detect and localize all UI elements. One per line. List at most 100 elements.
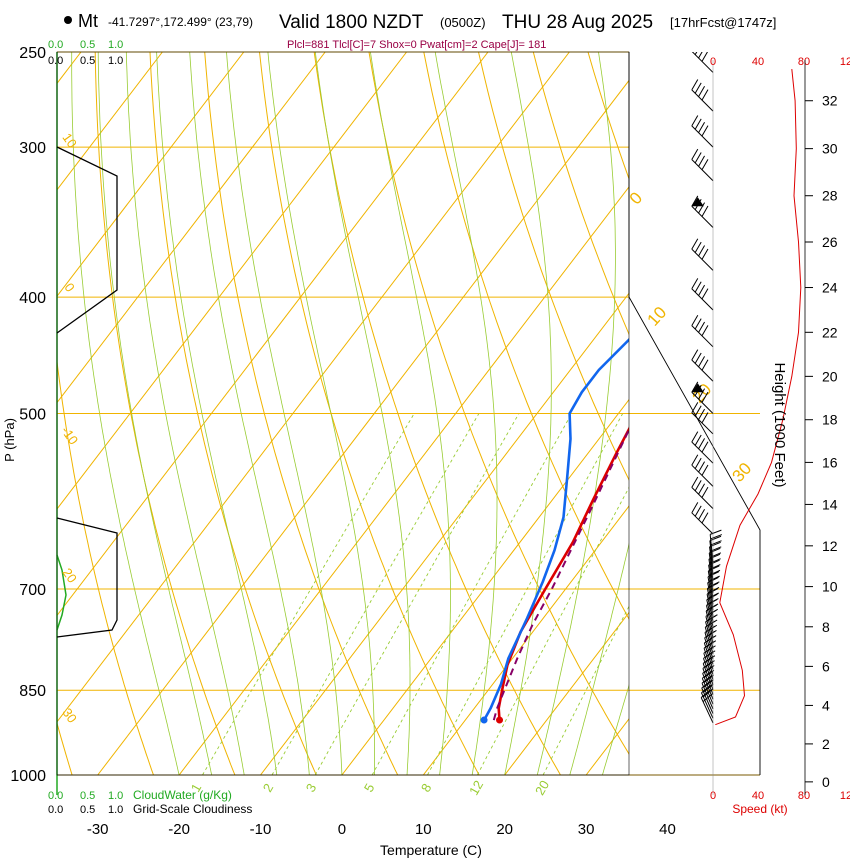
wind-barb-pennant [691,383,704,393]
wind-barb-feather [691,349,699,361]
wind-barb-staff [691,248,714,271]
dry-adiabat-line [368,52,629,755]
pressure-tick-400: 400 [19,290,46,307]
height-tick-0: 0 [822,774,830,790]
wind-barb-feather [694,457,702,469]
moist-adiabat-line [536,52,616,775]
height-tick-28: 28 [822,188,838,204]
wind-barb-feather [698,408,706,420]
wind-barb-feather [708,581,720,588]
height-tick-26: 26 [822,234,838,250]
dry-adiabat-line [532,52,629,336]
wind-barb-feather [701,464,709,476]
wind-barb-staff [704,637,714,665]
wind-barb-feather [698,438,706,450]
wind-barb [709,535,722,569]
wind-barb-feather [694,352,702,364]
wind-speed-panel: 0 40 80 12 0 40 80 12 Speed (kt) [710,56,850,816]
height-tick-12: 12 [822,538,838,554]
mixing-ratio-line [271,413,480,775]
temperature-line [497,426,629,721]
wind-barb-staff [702,673,714,700]
moist-adiabat-line [189,52,310,775]
valid-time: Valid 1800 NZDT [279,12,424,33]
wind-barb [691,454,714,487]
wind-barb-feather [701,512,709,524]
wind-barb-staff [706,594,714,622]
wind-barb-staff [708,558,714,587]
height-tick-18: 18 [822,412,838,428]
dry-adiabat-label-minus10: -10 [58,423,81,447]
moist-adiabats [71,52,629,775]
wind-barb-feather [694,152,702,164]
wind-barb-staff [691,325,714,348]
wind-speed-tick-top-120: 12 [840,56,850,68]
wind-barb-feather [701,441,709,453]
wind-barb-feather [691,454,699,466]
wind-barb-staff [706,588,714,616]
wind-barb-staff [709,534,714,563]
mixing-ratio-label-5: 5 [361,781,378,795]
wind-speed-line [715,69,802,726]
pressure-tick-labels: 250 300 400 500 700 850 1000 [10,45,46,785]
cloudiness-tick-top-0: 0.0 [48,55,63,67]
dewpoint-surface-point [480,716,488,724]
wind-barb-staff [700,692,714,719]
cloudiness-tick-bot-1: 1.0 [108,804,123,816]
wind-barb-staff [691,512,714,535]
wind-barb-feather [701,486,709,498]
wind-barb-feather [701,125,709,137]
wind-barb-feather [708,586,720,594]
dry-adiabats [57,52,629,775]
moist-adiabat-line [156,52,278,775]
height-axis-label: Height (1000 Feet) [771,362,788,487]
wind-barb-feather [709,535,722,542]
y-axis-label: P (hPa) [2,418,17,462]
moist-adiabat-line [267,52,376,775]
isotherm-line [57,52,326,404]
wind-barb-feather [694,241,702,253]
wind-barb-feather [691,115,699,127]
wind-barb-feather [691,502,699,514]
wind-barb-staff [691,125,714,148]
height-tick-8: 8 [822,619,830,635]
x-tick--10: -10 [250,821,272,838]
height-tick-22: 22 [822,324,838,340]
height-tick-4: 4 [822,697,830,713]
wind-barb-feather [707,592,719,599]
wind-barb-staff [707,576,714,605]
height-tick-20: 20 [822,368,838,384]
wind-barb [691,195,714,228]
forecast-info: [17hrFcst@1747z] [670,15,776,30]
wind-barb-staff [709,546,714,575]
height-tick-24: 24 [822,280,838,296]
wind-barb-feather [698,321,706,333]
wind-barb-feather [698,284,706,296]
wind-barb-staff [691,412,714,435]
wind-barb-staff [691,441,714,464]
cloudiness-tick-top-1: 1.0 [108,55,123,67]
wind-barb-staff [691,359,714,382]
wind-barb-feather [701,159,709,170]
wind-barb-feather [701,325,709,337]
isotherm-label-10: 10 [644,303,671,330]
wind-barb-staff [691,89,714,112]
dry-adiabat-line [259,52,480,775]
wind-barb-feather [701,205,709,217]
wind-speed-tick-top-0: 0 [710,56,716,68]
cloudwater-tick-top-0: 0.0 [48,39,63,51]
x-tick--20: -20 [168,821,190,838]
wind-speed-tick-bot-80: 80 [798,790,810,802]
wind-barb-staff [691,487,714,509]
wind-barb-staff [705,616,714,644]
height-tick-30: 30 [822,141,838,157]
wind-barb-staff [691,52,714,73]
cloudiness-profile [56,146,118,638]
wind-barb [691,79,714,112]
pressure-tick-1000: 1000 [10,768,46,785]
wind-barb-feather [698,356,706,368]
cloudwater-tick-bot-05: 0.5 [80,790,95,802]
wind-barb-staff [701,678,714,705]
x-tick-20: 20 [496,821,513,838]
